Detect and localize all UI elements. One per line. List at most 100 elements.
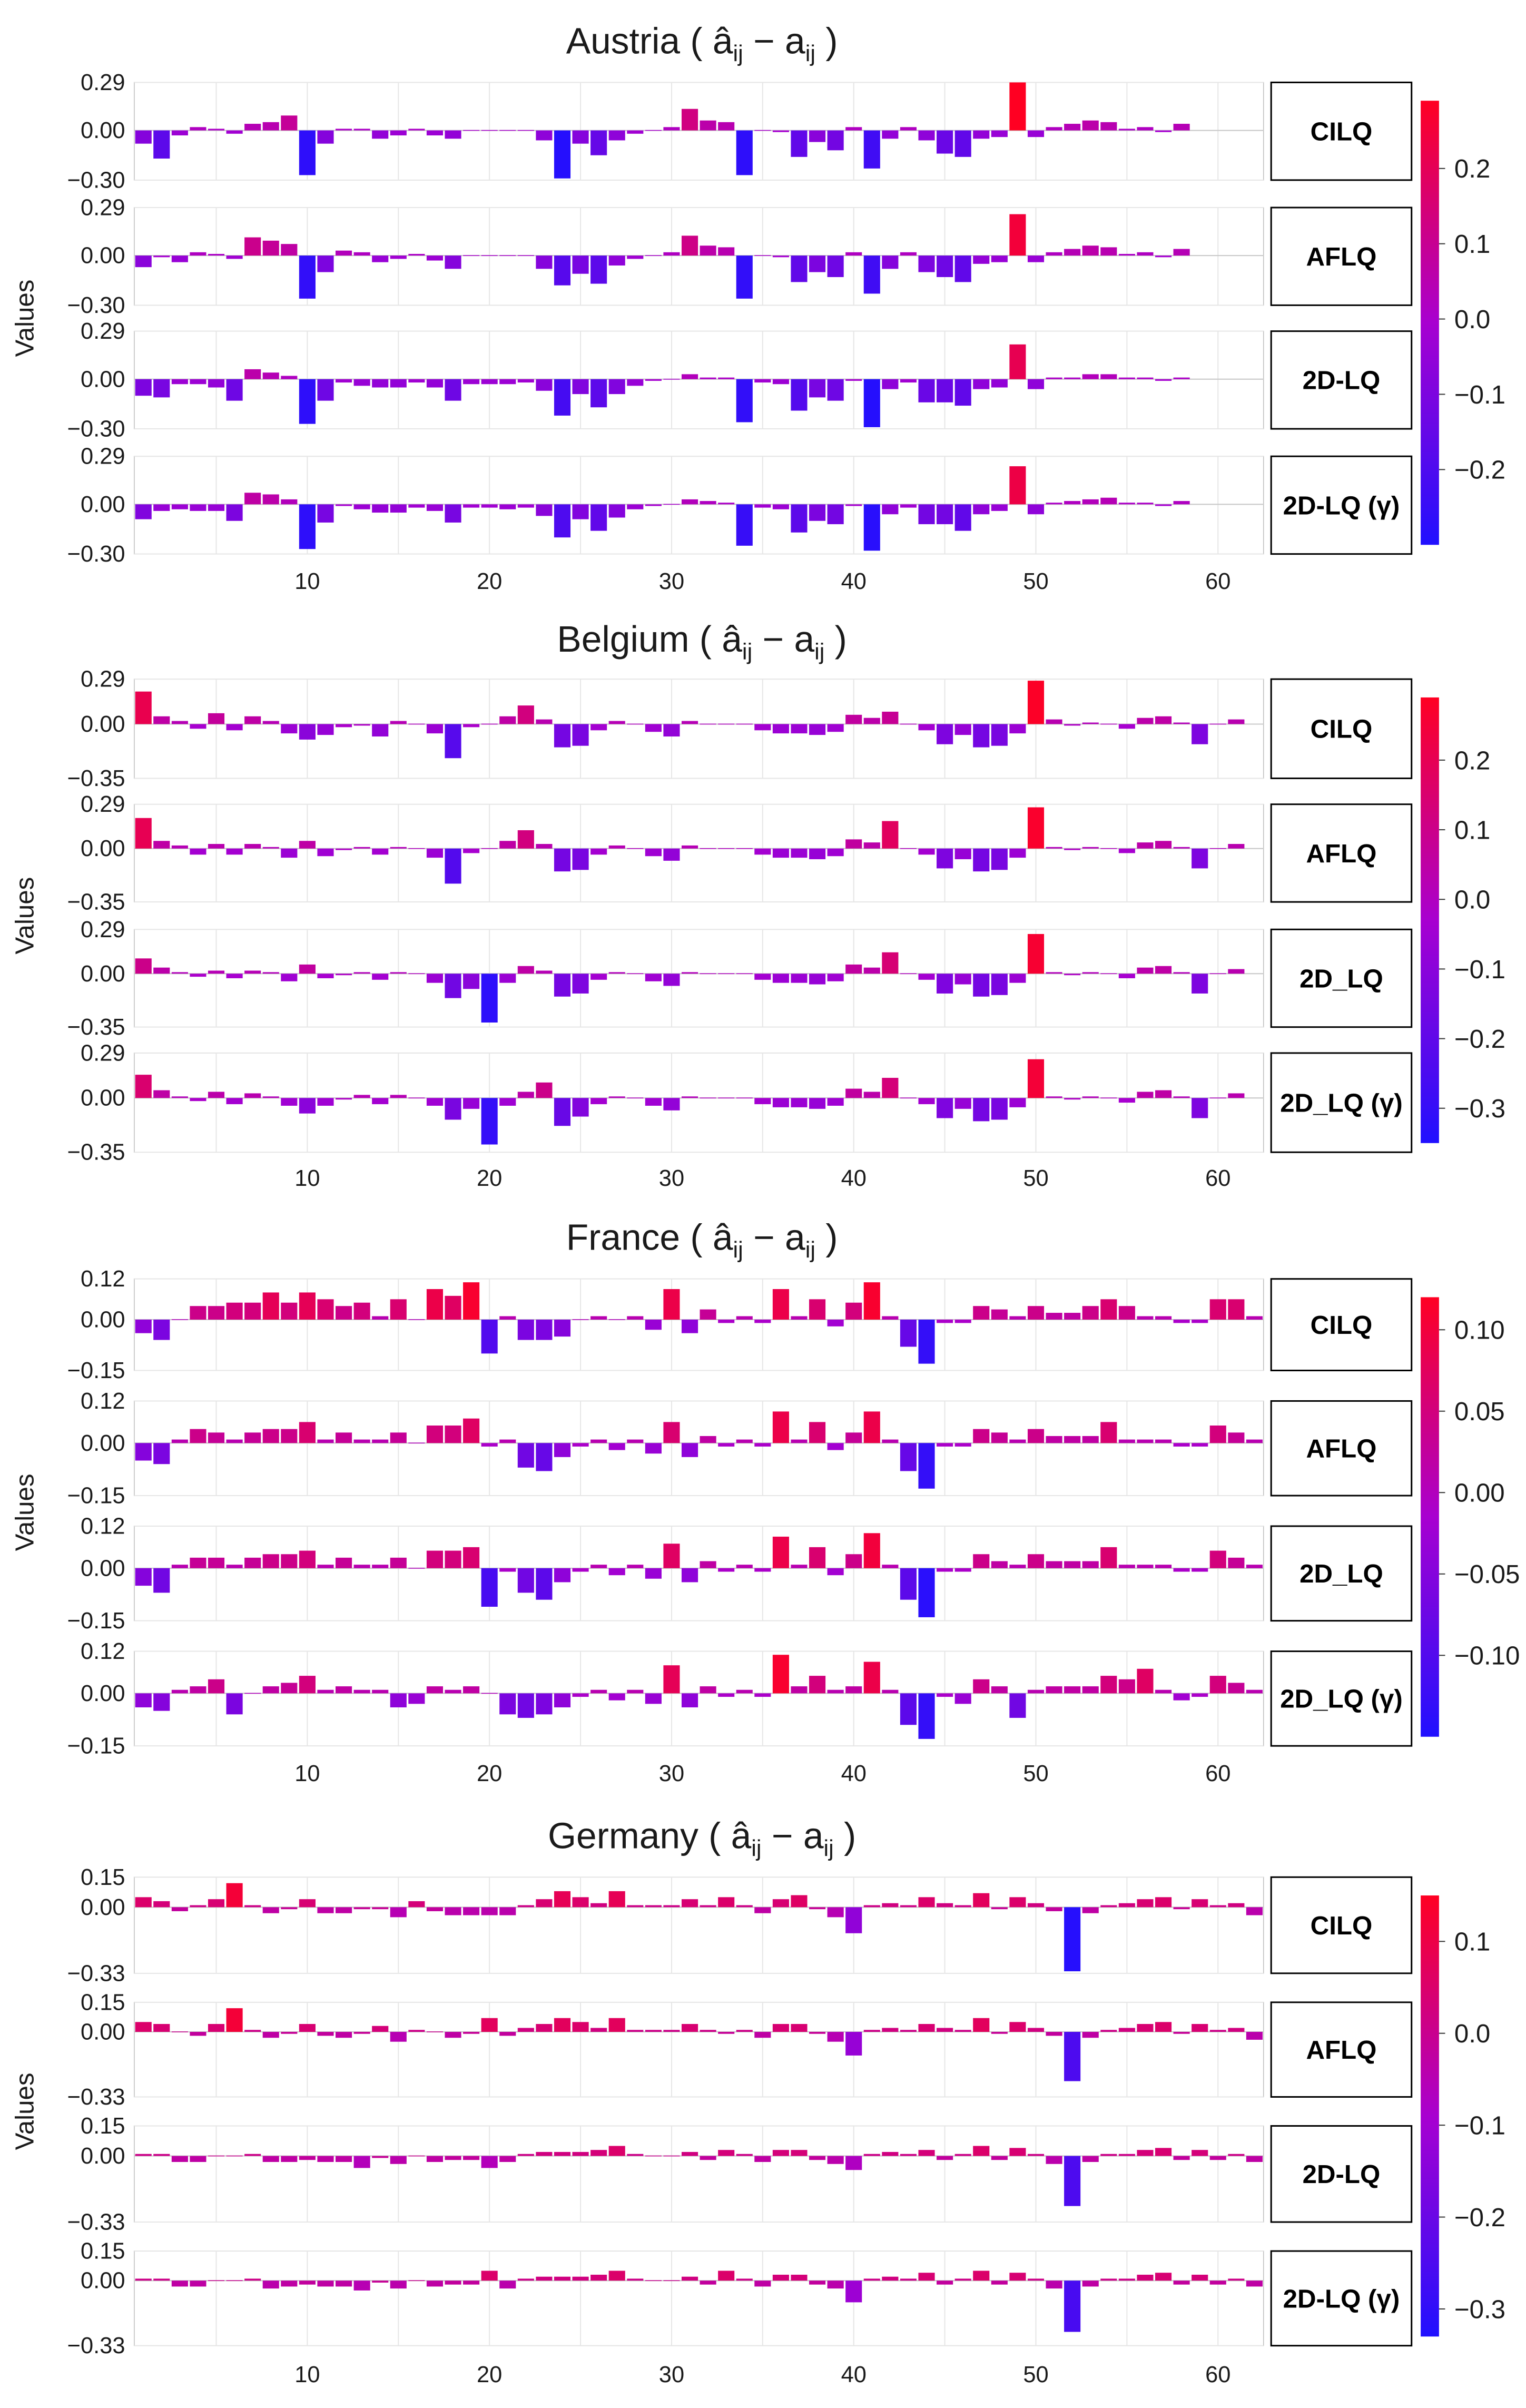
bar [772,130,789,132]
bar [190,1429,206,1443]
bar [1009,974,1026,983]
bar [1155,2148,1172,2156]
bar [481,1319,498,1354]
bar [863,1411,880,1443]
bar [353,847,370,849]
bar [608,504,625,518]
bar [171,504,188,509]
bar [171,2156,188,2162]
title-text-mid: − a [762,1815,824,1856]
bar [1064,124,1081,131]
y-tick-label: 0.00 [81,1681,125,1706]
panel-1: 0.29 0.00 −0.30 AFLQ [67,195,1413,318]
bar [1155,2273,1172,2281]
bar [1100,2278,1117,2281]
bar [1209,723,1226,725]
bar [153,967,170,974]
bar [153,1443,170,1465]
bar [645,1319,662,1330]
bar [1118,974,1135,978]
bar [1173,124,1190,131]
title-text-end: ) [815,20,838,61]
bar [336,848,352,850]
bar [845,1088,862,1098]
bar [244,970,261,974]
bar [408,1568,425,1569]
bar [445,255,461,269]
bar [1192,2024,1208,2032]
bar [554,2018,571,2032]
bar [1192,2274,1208,2281]
bar [1046,1096,1062,1098]
bar [1209,1299,1226,1320]
bar [754,1693,771,1697]
bar [718,377,735,379]
bar [208,253,225,256]
bar [1009,2273,1026,2281]
bar [408,1693,425,1704]
bar [281,724,298,734]
bar [463,2281,480,2285]
panel-2: 0.12 0.00 −0.15 2D_LQ [67,1513,1413,1634]
bar [336,129,352,131]
bar [1100,973,1117,975]
bar [954,2154,971,2156]
bar [336,974,352,976]
bar [1082,120,1099,131]
bar [481,1568,498,1607]
bar [1027,1689,1045,1694]
bar [608,1096,625,1098]
bar [918,1693,935,1739]
bar [827,504,844,525]
bar [499,2281,516,2289]
bar [499,974,516,983]
bar [718,247,735,256]
bar [1137,252,1154,256]
bar [426,1907,444,1911]
bar [991,1561,1008,1568]
bar [1209,1550,1226,1568]
bar [954,1443,971,1447]
bar [226,2155,243,2157]
bar [244,493,261,505]
bar [1173,1443,1190,1447]
bar [663,1289,680,1320]
bar [190,1098,206,1102]
y-tick-label: 0.00 [81,1307,125,1332]
bar [1155,1689,1172,1694]
bar [554,2276,571,2281]
bar [882,1565,899,1568]
bar [1046,1436,1062,1443]
bar [700,1436,716,1443]
bar [918,724,935,731]
bar [900,1097,917,1099]
y-tick-label: −0.35 [67,1140,125,1165]
bar [1173,2031,1190,2034]
bar [226,2008,243,2032]
bar [627,1439,644,1443]
y-tick-label: −0.15 [67,1358,125,1383]
bar [481,2156,498,2168]
bar [791,724,808,734]
bar [645,1693,662,1704]
bar [408,504,425,508]
bar [554,2151,571,2156]
bar [754,1907,771,1913]
panel-2: 0.29 0.00 −0.35 2D_LQ [67,917,1413,1040]
bar [536,1082,553,1098]
bar [973,130,990,139]
bar [408,2030,425,2032]
bar [845,504,862,506]
y-tick-label: 0.00 [81,2268,125,2294]
bar [991,255,1008,262]
bar [171,1319,188,1320]
series-label: 2D-LQ [1303,366,1381,395]
bar [772,2150,789,2156]
panel-background [134,1876,1264,1974]
bar [663,2155,680,2157]
bar [390,1432,407,1443]
bar [1155,1439,1172,1443]
bar [663,1665,680,1694]
colorbar-tick-label: −0.05 [1454,1560,1520,1589]
panel-1: 0.15 0.00 −0.33 AFLQ [67,1990,1413,2110]
